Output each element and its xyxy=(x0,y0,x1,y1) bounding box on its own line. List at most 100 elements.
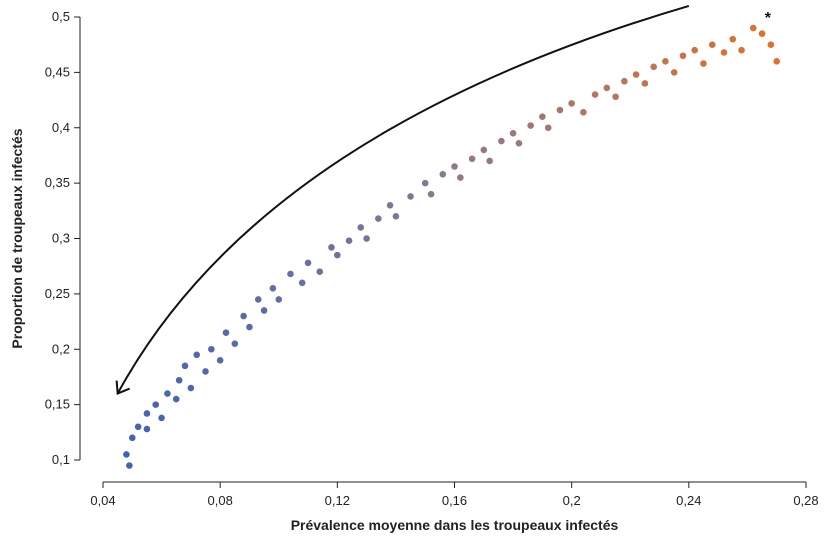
data-point xyxy=(216,356,225,365)
x-tick-label: 0,04 xyxy=(90,493,115,508)
annotations: * xyxy=(765,10,772,27)
data-point xyxy=(772,57,781,66)
data-point xyxy=(230,339,239,348)
data-point xyxy=(538,112,547,121)
y-axis-ticks: 0,1 0,15 0,2 0,25 0,3 0,35 0,4 0,45 0,5 xyxy=(45,9,80,467)
x-tick-label: 0,28 xyxy=(793,493,818,508)
data-point xyxy=(579,108,588,117)
y-tick-label: 0,25 xyxy=(45,286,70,301)
y-tick-label: 0,4 xyxy=(52,120,70,135)
data-point xyxy=(128,433,137,442)
data-point xyxy=(239,312,248,320)
y-tick-label: 0,1 xyxy=(52,452,70,467)
y-tick-label: 0,5 xyxy=(52,9,70,24)
data-point xyxy=(632,70,641,79)
data-point xyxy=(556,106,564,114)
data-point xyxy=(274,295,283,304)
data-point xyxy=(356,223,365,232)
axes xyxy=(79,17,806,483)
data-point xyxy=(544,123,553,132)
data-point xyxy=(479,145,488,154)
data-point xyxy=(245,323,254,331)
data-point xyxy=(485,157,494,165)
asterisk-annotation: * xyxy=(765,10,772,27)
data-point xyxy=(392,212,400,221)
data-point xyxy=(450,162,459,171)
data-point xyxy=(201,367,210,376)
data-point xyxy=(157,414,166,422)
y-tick-label: 0,35 xyxy=(45,175,70,190)
data-point xyxy=(315,267,324,276)
data-point xyxy=(143,425,151,433)
data-point xyxy=(690,46,699,55)
data-point xyxy=(151,400,160,409)
trend-arrow xyxy=(116,4,690,395)
data-point xyxy=(192,350,201,359)
data-point xyxy=(602,83,611,92)
data-point xyxy=(304,258,312,267)
data-point xyxy=(661,57,670,66)
data-point xyxy=(143,409,151,418)
data-point xyxy=(134,422,143,431)
x-axis-title: Prévalence moyenne dans les troupeaux in… xyxy=(291,517,619,533)
x-tick-label: 0,2 xyxy=(563,493,581,508)
data-point xyxy=(456,173,465,182)
y-tick-label: 0,3 xyxy=(52,231,70,246)
data-point xyxy=(737,46,746,55)
data-point xyxy=(345,236,353,245)
data-point xyxy=(427,190,435,199)
data-point xyxy=(186,384,195,392)
data-point xyxy=(567,99,576,108)
data-points xyxy=(122,24,781,470)
data-point xyxy=(497,137,506,145)
trend-arrowhead xyxy=(115,380,131,396)
data-point xyxy=(699,59,708,68)
y-tick-label: 0,45 xyxy=(45,64,70,79)
data-point xyxy=(333,251,342,260)
data-point xyxy=(670,68,679,77)
data-point xyxy=(125,461,134,470)
data-point xyxy=(386,201,394,210)
data-point xyxy=(515,139,523,148)
data-point xyxy=(122,450,131,459)
data-point xyxy=(268,284,277,293)
data-point xyxy=(679,51,687,60)
data-point xyxy=(175,376,184,385)
data-point xyxy=(374,214,383,223)
data-point xyxy=(758,29,766,38)
data-point xyxy=(254,295,263,304)
data-point xyxy=(421,179,430,188)
data-point xyxy=(222,328,230,337)
data-point xyxy=(526,121,535,130)
data-point xyxy=(766,40,775,49)
data-point xyxy=(611,92,620,101)
y-tick-label: 0,2 xyxy=(52,341,70,356)
data-point xyxy=(260,306,269,315)
data-point xyxy=(163,389,172,398)
data-point xyxy=(509,129,517,138)
data-point xyxy=(298,278,307,287)
x-tick-label: 0,16 xyxy=(442,493,467,508)
data-point xyxy=(720,48,728,57)
data-point xyxy=(207,345,216,354)
x-axis-ticks: 0,04 0,08 0,12 0,16 0,2 0,24 0,28 xyxy=(90,482,819,508)
x-tick-label: 0,24 xyxy=(676,493,701,508)
y-axis-title: Proportion de troupeaux infectés xyxy=(9,128,25,348)
x-tick-label: 0,08 xyxy=(208,493,233,508)
data-point xyxy=(620,77,629,86)
data-point xyxy=(327,243,336,252)
y-tick-label: 0,15 xyxy=(45,397,70,412)
data-point xyxy=(406,192,415,201)
data-point xyxy=(172,395,181,403)
data-point xyxy=(708,40,717,49)
x-tick-label: 0,12 xyxy=(325,493,350,508)
data-point xyxy=(362,234,371,243)
data-point xyxy=(749,24,758,32)
data-point xyxy=(728,35,737,44)
data-point xyxy=(640,79,649,88)
data-point xyxy=(649,62,658,71)
data-point xyxy=(591,90,599,99)
data-point xyxy=(468,154,476,163)
data-point xyxy=(438,170,447,179)
